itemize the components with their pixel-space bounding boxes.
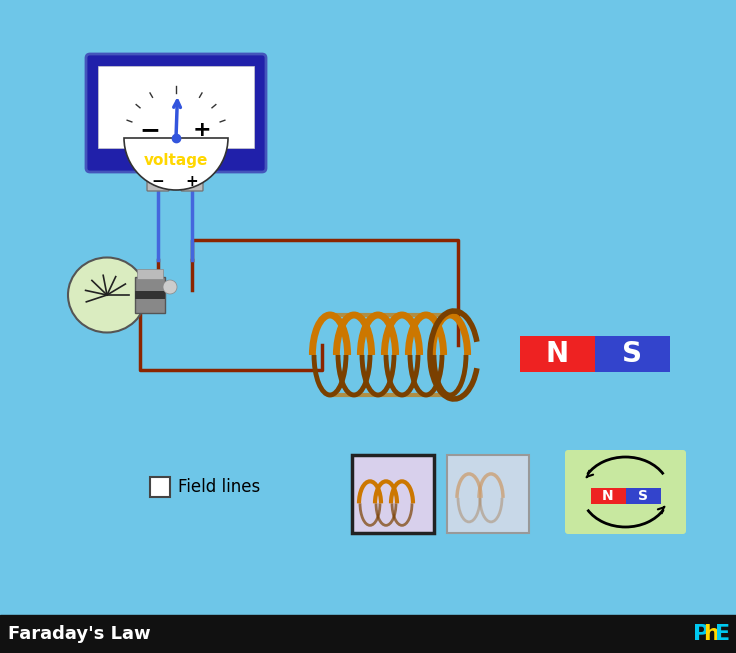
Text: Field lines: Field lines — [178, 478, 261, 496]
FancyBboxPatch shape — [181, 171, 203, 191]
Bar — [135, 291, 165, 299]
Bar — [590, 488, 626, 504]
Bar — [137, 269, 163, 279]
FancyBboxPatch shape — [86, 54, 266, 172]
Bar — [352, 455, 434, 533]
Bar — [520, 336, 595, 372]
Text: N: N — [602, 489, 614, 503]
Text: +: + — [185, 174, 199, 189]
Text: N: N — [546, 340, 569, 368]
Text: voltage: voltage — [144, 153, 208, 168]
Text: h: h — [703, 624, 719, 644]
Bar — [135, 277, 165, 313]
Bar — [447, 455, 529, 533]
Text: E: E — [715, 624, 730, 644]
Text: −: − — [152, 174, 164, 189]
Text: P: P — [693, 624, 710, 644]
Text: −: − — [140, 118, 160, 142]
FancyBboxPatch shape — [147, 171, 169, 191]
Ellipse shape — [68, 257, 146, 332]
Bar — [595, 336, 670, 372]
Text: S: S — [623, 340, 643, 368]
FancyBboxPatch shape — [565, 450, 686, 534]
Text: +: + — [193, 120, 211, 140]
Text: Faraday's Law: Faraday's Law — [8, 625, 151, 643]
Bar — [0, 615, 736, 653]
Bar — [150, 477, 170, 497]
Text: S: S — [638, 489, 648, 503]
Ellipse shape — [163, 280, 177, 294]
Wedge shape — [124, 138, 228, 190]
Bar — [626, 488, 660, 504]
Bar — [98, 66, 254, 148]
